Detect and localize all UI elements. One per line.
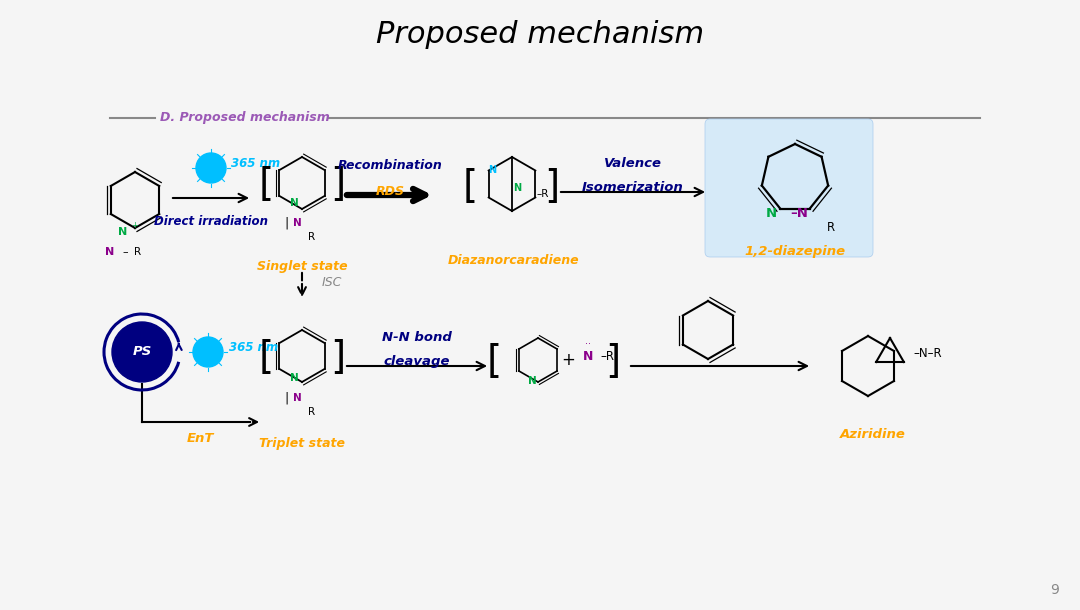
Text: N: N bbox=[293, 393, 301, 403]
Text: D. Proposed mechanism: D. Proposed mechanism bbox=[160, 112, 329, 124]
Text: N: N bbox=[513, 183, 521, 193]
Text: R: R bbox=[827, 221, 835, 234]
Circle shape bbox=[112, 322, 172, 382]
Text: Diazanorcaradiene: Diazanorcaradiene bbox=[448, 254, 580, 267]
Text: ··: ·· bbox=[585, 339, 591, 349]
Text: –N–R: –N–R bbox=[913, 348, 942, 361]
Text: +: + bbox=[132, 221, 138, 231]
Text: 9: 9 bbox=[1051, 583, 1059, 597]
Text: Singlet state: Singlet state bbox=[257, 260, 348, 273]
Text: Isomerization: Isomerization bbox=[582, 182, 684, 195]
Text: N: N bbox=[488, 165, 496, 175]
Text: Aziridine: Aziridine bbox=[840, 428, 906, 440]
Text: ISC: ISC bbox=[322, 276, 342, 290]
Text: 365 nm: 365 nm bbox=[231, 157, 280, 171]
Text: ]: ] bbox=[330, 339, 346, 377]
Text: N: N bbox=[766, 207, 777, 220]
Text: Direct irradiation: Direct irradiation bbox=[154, 215, 268, 229]
Text: N: N bbox=[528, 376, 537, 386]
Text: [: [ bbox=[258, 339, 273, 377]
Text: RDS: RDS bbox=[376, 185, 405, 198]
Text: R: R bbox=[309, 232, 315, 242]
Text: |: | bbox=[284, 217, 288, 229]
Text: Valence: Valence bbox=[604, 157, 662, 171]
Circle shape bbox=[195, 153, 226, 183]
Text: ]: ] bbox=[330, 166, 346, 204]
Text: –R: –R bbox=[600, 350, 615, 362]
Text: N: N bbox=[583, 350, 593, 362]
Text: –N: –N bbox=[791, 207, 808, 220]
Text: ]: ] bbox=[606, 343, 621, 381]
Text: EnT: EnT bbox=[187, 431, 214, 445]
Text: N: N bbox=[106, 247, 114, 257]
Text: |: | bbox=[284, 392, 288, 404]
Text: Recombination: Recombination bbox=[338, 159, 443, 173]
Text: +: + bbox=[562, 351, 575, 369]
Text: N: N bbox=[293, 218, 301, 228]
Text: –R: –R bbox=[537, 189, 550, 199]
Text: N: N bbox=[119, 227, 127, 237]
Text: R: R bbox=[134, 247, 141, 257]
Text: R: R bbox=[309, 407, 315, 417]
FancyBboxPatch shape bbox=[705, 119, 873, 257]
Text: N: N bbox=[289, 373, 298, 383]
Text: cleavage: cleavage bbox=[383, 356, 450, 368]
Text: 1,2-diazepine: 1,2-diazepine bbox=[744, 245, 846, 259]
Text: [: [ bbox=[462, 168, 477, 206]
Circle shape bbox=[193, 337, 222, 367]
Text: Proposed mechanism: Proposed mechanism bbox=[376, 21, 704, 49]
Text: N-N bond: N-N bond bbox=[382, 331, 451, 345]
Text: Triplet state: Triplet state bbox=[259, 437, 345, 451]
Text: PS: PS bbox=[133, 345, 151, 359]
Text: [: [ bbox=[486, 343, 501, 381]
Text: N: N bbox=[289, 198, 298, 208]
Text: 365 nm: 365 nm bbox=[229, 342, 279, 354]
Text: –: – bbox=[122, 247, 127, 257]
Text: ]: ] bbox=[544, 168, 559, 206]
Text: [: [ bbox=[258, 166, 273, 204]
